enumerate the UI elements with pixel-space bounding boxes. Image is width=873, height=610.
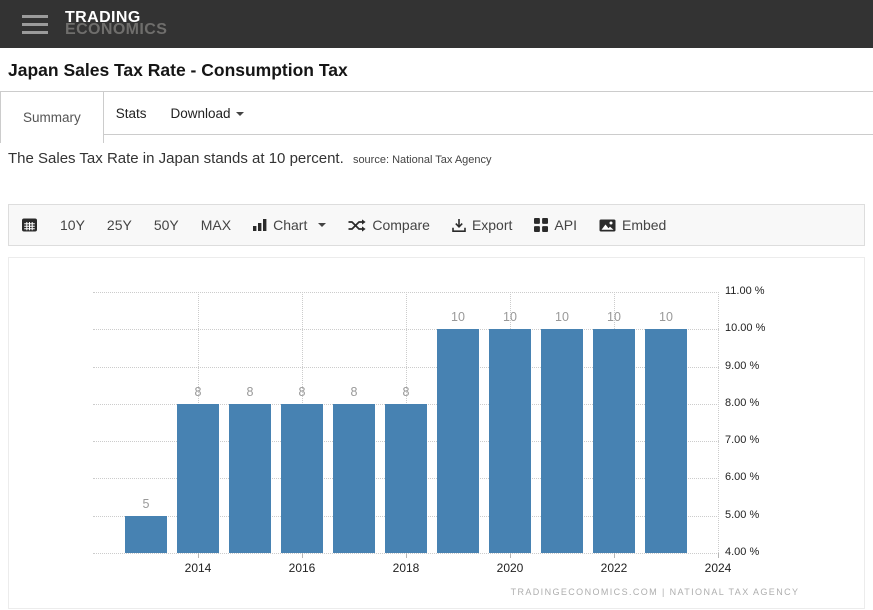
range-50y-label: 50Y xyxy=(153,217,179,233)
api-label: API xyxy=(554,217,577,233)
chevron-down-icon xyxy=(318,223,327,227)
x-tick-mark xyxy=(718,553,719,558)
chevron-down-icon xyxy=(235,111,244,116)
x-axis-label: 2014 xyxy=(184,561,212,575)
chart-bar[interactable] xyxy=(281,403,323,553)
embed-button[interactable]: Embed xyxy=(588,217,677,233)
page-title: Japan Sales Tax Rate - Consumption Tax xyxy=(8,60,348,80)
chart-bar[interactable] xyxy=(541,329,583,553)
export-button[interactable]: Export xyxy=(441,217,523,233)
embed-image-icon xyxy=(599,219,616,231)
bar-value-label: 10 xyxy=(659,310,673,325)
y-axis-label: 5.00 % xyxy=(725,508,760,521)
x-tick-mark xyxy=(406,553,407,558)
logo-line1: TRADING xyxy=(65,9,141,26)
range-10y-label: 10Y xyxy=(60,217,85,233)
y-axis-label: 9.00 % xyxy=(725,359,760,372)
y-axis-label: 4.00 % xyxy=(725,546,760,558)
chart-bar[interactable] xyxy=(333,403,375,553)
bar-value-label: 8 xyxy=(298,384,306,399)
chart-attribution: TRADINGECONOMICS.COM | NATIONAL TAX AGEN… xyxy=(510,587,800,597)
api-grid-icon xyxy=(534,218,549,232)
bar-value-label: 5 xyxy=(142,496,150,511)
export-label: Export xyxy=(471,217,513,233)
x-tick-mark xyxy=(302,553,303,558)
compare-label: Compare xyxy=(372,217,430,233)
chart-bar[interactable] xyxy=(229,403,271,553)
tab-download[interactable]: Download xyxy=(159,92,256,135)
y-axis-label: 11.00 % xyxy=(725,285,765,297)
bar-value-label: 8 xyxy=(350,384,358,399)
y-axis-label: 7.00 % xyxy=(725,434,760,447)
calendar-icon xyxy=(22,218,37,232)
download-icon xyxy=(452,218,466,232)
summary-text: The Sales Tax Rate in Japan stands at 10… xyxy=(8,150,344,167)
tab-download-label: Download xyxy=(170,106,231,121)
chart-bar[interactable] xyxy=(645,329,687,553)
x-tick-mark xyxy=(510,553,511,558)
compare-shuffle-icon xyxy=(348,218,366,232)
chart-bar[interactable] xyxy=(177,403,219,553)
logo-line2: ECONOMICS xyxy=(65,21,168,38)
chart-plot: 11.00 % 10.00 % 9.00 % 8.00 % 7.00 % 6.00 % 5.… xyxy=(9,258,864,608)
x-axis-label: 2016 xyxy=(288,561,316,575)
chart-toolbar: 10Y 25Y 50Y MAX Chart xyxy=(8,204,865,246)
bar-chart-icon xyxy=(253,219,267,231)
range-50y-button[interactable]: 50Y xyxy=(143,217,190,233)
tab-stats[interactable]: Stats xyxy=(104,92,159,135)
trading-economics-logo[interactable]: TRADING ECONOMICS xyxy=(65,9,168,38)
x-gridline xyxy=(718,292,719,553)
range-max-button[interactable]: MAX xyxy=(190,217,242,233)
range-max-label: MAX xyxy=(200,217,232,233)
chart-type-label: Chart xyxy=(273,217,308,233)
tab-summary-label: Summary xyxy=(23,110,81,125)
summary-sentence: The Sales Tax Rate in Japan stands at 10… xyxy=(0,135,873,167)
x-tick-mark xyxy=(614,553,615,558)
chart-bar[interactable] xyxy=(125,515,167,553)
tab-stats-label: Stats xyxy=(115,106,147,121)
bar-value-label: 8 xyxy=(402,384,410,399)
compare-button[interactable]: Compare xyxy=(337,217,441,233)
chart-bar[interactable] xyxy=(489,329,531,553)
tab-bar: Summary Stats Download xyxy=(0,92,873,143)
bar-value-label: 10 xyxy=(555,310,569,325)
chart-bar[interactable] xyxy=(593,329,635,553)
title-row: Japan Sales Tax Rate - Consumption Tax xyxy=(0,48,873,92)
bar-value-label: 8 xyxy=(194,384,202,399)
x-axis-label: 2022 xyxy=(600,561,628,575)
hamburger-menu-icon[interactable] xyxy=(22,14,48,34)
y-axis-label: 8.00 % xyxy=(725,396,760,409)
chart-bar[interactable] xyxy=(437,329,479,553)
bar-value-label: 10 xyxy=(503,310,517,325)
y-axis-label: 6.00 % xyxy=(725,471,760,484)
chart-card: 11.00 % 10.00 % 9.00 % 8.00 % 7.00 % 6.00 % 5.… xyxy=(8,257,865,609)
embed-label: Embed xyxy=(621,217,667,233)
top-navbar: TRADING ECONOMICS xyxy=(0,0,873,48)
bar-value-label: 10 xyxy=(607,310,621,325)
y-axis-label: 10.00 % xyxy=(725,322,766,335)
x-tick-mark xyxy=(198,553,199,558)
source-text: source: National Tax Agency xyxy=(352,154,492,166)
range-25y-button[interactable]: 25Y xyxy=(96,217,143,233)
x-axis-label: 2024 xyxy=(704,561,732,575)
range-25y-label: 25Y xyxy=(106,217,132,233)
bar-value-label: 10 xyxy=(451,310,465,325)
tab-summary[interactable]: Summary xyxy=(0,92,104,143)
api-button[interactable]: API xyxy=(523,217,588,233)
range-10y-button[interactable]: 10Y xyxy=(49,217,96,233)
chart-bar[interactable] xyxy=(385,403,427,553)
calendar-button[interactable] xyxy=(9,217,49,233)
bar-value-label: 8 xyxy=(246,384,254,399)
chart-type-button[interactable]: Chart xyxy=(242,217,337,233)
x-axis-label: 2018 xyxy=(392,561,420,575)
x-axis-label: 2020 xyxy=(496,561,524,575)
